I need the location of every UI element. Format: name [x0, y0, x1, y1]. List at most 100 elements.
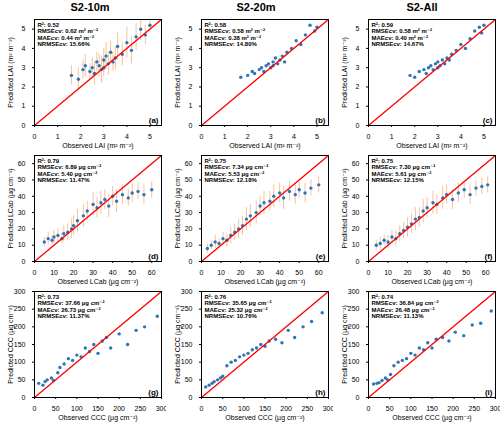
svg-text:40: 40 [109, 269, 117, 276]
svg-text:60: 60 [185, 160, 193, 167]
svg-text:Observed CCC (µg cm⁻²): Observed CCC (µg cm⁻²) [58, 414, 137, 422]
svg-text:R²: 0.73RMSEcv: 37.66 µg cm⁻²M: R²: 0.73RMSEcv: 37.66 µg cm⁻²MAEcv: 26.7… [38, 294, 105, 319]
svg-text:3: 3 [436, 133, 440, 140]
svg-text:4: 4 [125, 133, 129, 140]
svg-text:R²: 0.76RMSEcv: 35.65 µg cm⁻²M: R²: 0.76RMSEcv: 35.65 µg cm⁻²MAEcv: 25.3… [205, 294, 272, 319]
svg-text:0: 0 [356, 122, 360, 129]
svg-text:3: 3 [356, 64, 360, 71]
svg-text:Observed CCC (µg cm⁻²): Observed CCC (µg cm⁻²) [225, 414, 304, 422]
svg-text:(b): (b) [315, 116, 326, 125]
svg-text:0: 0 [200, 269, 204, 276]
svg-text:60: 60 [315, 269, 323, 276]
svg-text:5: 5 [22, 25, 26, 32]
svg-text:300: 300 [348, 288, 360, 295]
svg-text:300: 300 [14, 288, 26, 295]
svg-text:10: 10 [352, 241, 360, 248]
svg-text:Observed LCab (µg cm⁻²): Observed LCab (µg cm⁻²) [58, 278, 139, 286]
svg-text:20: 20 [237, 269, 245, 276]
svg-text:1: 1 [22, 102, 26, 109]
svg-text:4: 4 [22, 45, 26, 52]
svg-text:20: 20 [352, 225, 360, 232]
svg-text:5: 5 [315, 133, 319, 140]
svg-text:50: 50 [185, 176, 193, 183]
svg-text:40: 40 [185, 193, 193, 200]
svg-text:2: 2 [246, 133, 250, 140]
svg-text:0: 0 [367, 405, 371, 412]
svg-text:150: 150 [14, 341, 26, 348]
svg-text:5: 5 [148, 133, 152, 140]
svg-text:20: 20 [185, 225, 193, 232]
svg-text:50: 50 [18, 376, 26, 383]
svg-text:100: 100 [181, 358, 193, 365]
svg-text:250: 250 [134, 405, 146, 412]
svg-text:20: 20 [18, 225, 26, 232]
svg-text:0: 0 [189, 122, 193, 129]
svg-text:0: 0 [356, 258, 360, 265]
svg-text:10: 10 [217, 269, 225, 276]
svg-text:0: 0 [367, 133, 371, 140]
svg-text:R²: 0.75RMSEcv: 7.30 µg cm⁻²MA: R²: 0.75RMSEcv: 7.30 µg cm⁻²MAEcv: 5.61 … [372, 158, 436, 183]
svg-text:0: 0 [33, 269, 37, 276]
svg-text:(i): (i) [485, 388, 493, 397]
svg-text:4: 4 [189, 45, 193, 52]
svg-text:2: 2 [189, 83, 193, 90]
svg-text:150: 150 [181, 341, 193, 348]
svg-text:4: 4 [292, 133, 296, 140]
svg-text:0: 0 [356, 394, 360, 401]
svg-text:20: 20 [404, 269, 412, 276]
svg-text:0: 0 [189, 394, 193, 401]
svg-text:50: 50 [352, 176, 360, 183]
svg-text:3: 3 [189, 64, 193, 71]
svg-text:(f): (f) [485, 252, 493, 261]
svg-text:Predicted LCab (µg cm⁻²): Predicted LCab (µg cm⁻²) [341, 168, 349, 248]
svg-text:200: 200 [14, 323, 26, 330]
svg-text:Observed LAI (m² m⁻²): Observed LAI (m² m⁻²) [396, 142, 467, 150]
svg-text:200: 200 [280, 405, 292, 412]
svg-text:1: 1 [390, 133, 394, 140]
svg-text:20: 20 [70, 269, 78, 276]
svg-text:150: 150 [92, 405, 104, 412]
svg-text:Predicted LAI (m² m⁻²): Predicted LAI (m² m⁻²) [7, 37, 15, 108]
svg-text:10: 10 [50, 269, 58, 276]
svg-text:30: 30 [423, 269, 431, 276]
svg-text:40: 40 [352, 193, 360, 200]
svg-text:0: 0 [367, 269, 371, 276]
svg-text:1: 1 [56, 133, 60, 140]
svg-text:R²: 0.59RMSEcv: 0.58 m² m⁻²MAE: R²: 0.59RMSEcv: 0.58 m² m⁻²MAEcv: 0.40 m… [372, 22, 433, 47]
svg-text:3: 3 [269, 133, 273, 140]
svg-text:150: 150 [426, 405, 438, 412]
svg-text:10: 10 [185, 241, 193, 248]
svg-text:40: 40 [18, 193, 26, 200]
svg-text:30: 30 [18, 209, 26, 216]
svg-text:40: 40 [276, 269, 284, 276]
svg-text:10: 10 [384, 269, 392, 276]
svg-text:200: 200 [113, 405, 125, 412]
svg-text:100: 100 [348, 358, 360, 365]
svg-text:Observed LAI (m² m⁻²): Observed LAI (m² m⁻²) [62, 142, 133, 150]
svg-text:Predicted CCC (µg cm⁻²): Predicted CCC (µg cm⁻²) [341, 305, 349, 384]
svg-text:Observed CCC (µg cm⁻²): Observed CCC (µg cm⁻²) [392, 414, 471, 422]
svg-text:60: 60 [18, 160, 26, 167]
svg-text:(a): (a) [149, 116, 159, 125]
svg-text:40: 40 [443, 269, 451, 276]
svg-text:R²: 0.74RMSEcv: 36.84 µg cm⁻²M: R²: 0.74RMSEcv: 36.84 µg cm⁻²MAEcv: 26.4… [372, 294, 439, 319]
svg-text:50: 50 [462, 269, 470, 276]
svg-text:Predicted LAI (m² m⁻²): Predicted LAI (m² m⁻²) [174, 37, 182, 108]
svg-text:300: 300 [156, 405, 166, 412]
svg-text:1: 1 [223, 133, 227, 140]
svg-text:2: 2 [413, 133, 417, 140]
svg-text:200: 200 [181, 323, 193, 330]
svg-text:5: 5 [356, 25, 360, 32]
svg-text:3: 3 [22, 64, 26, 71]
svg-text:4: 4 [459, 133, 463, 140]
svg-text:R²: 0.52RMSEcv: 0.62 m² m⁻²MAE: R²: 0.52RMSEcv: 0.62 m² m⁻²MAEcv: 0.44 m… [38, 22, 99, 47]
svg-text:200: 200 [447, 405, 459, 412]
svg-text:100: 100 [405, 405, 417, 412]
svg-text:50: 50 [295, 269, 303, 276]
svg-text:2: 2 [22, 83, 26, 90]
svg-text:Observed LCab (µg cm⁻²): Observed LCab (µg cm⁻²) [392, 278, 473, 286]
svg-text:150: 150 [259, 405, 271, 412]
svg-text:250: 250 [14, 305, 26, 312]
svg-text:0: 0 [22, 258, 26, 265]
svg-text:(h): (h) [315, 388, 326, 397]
